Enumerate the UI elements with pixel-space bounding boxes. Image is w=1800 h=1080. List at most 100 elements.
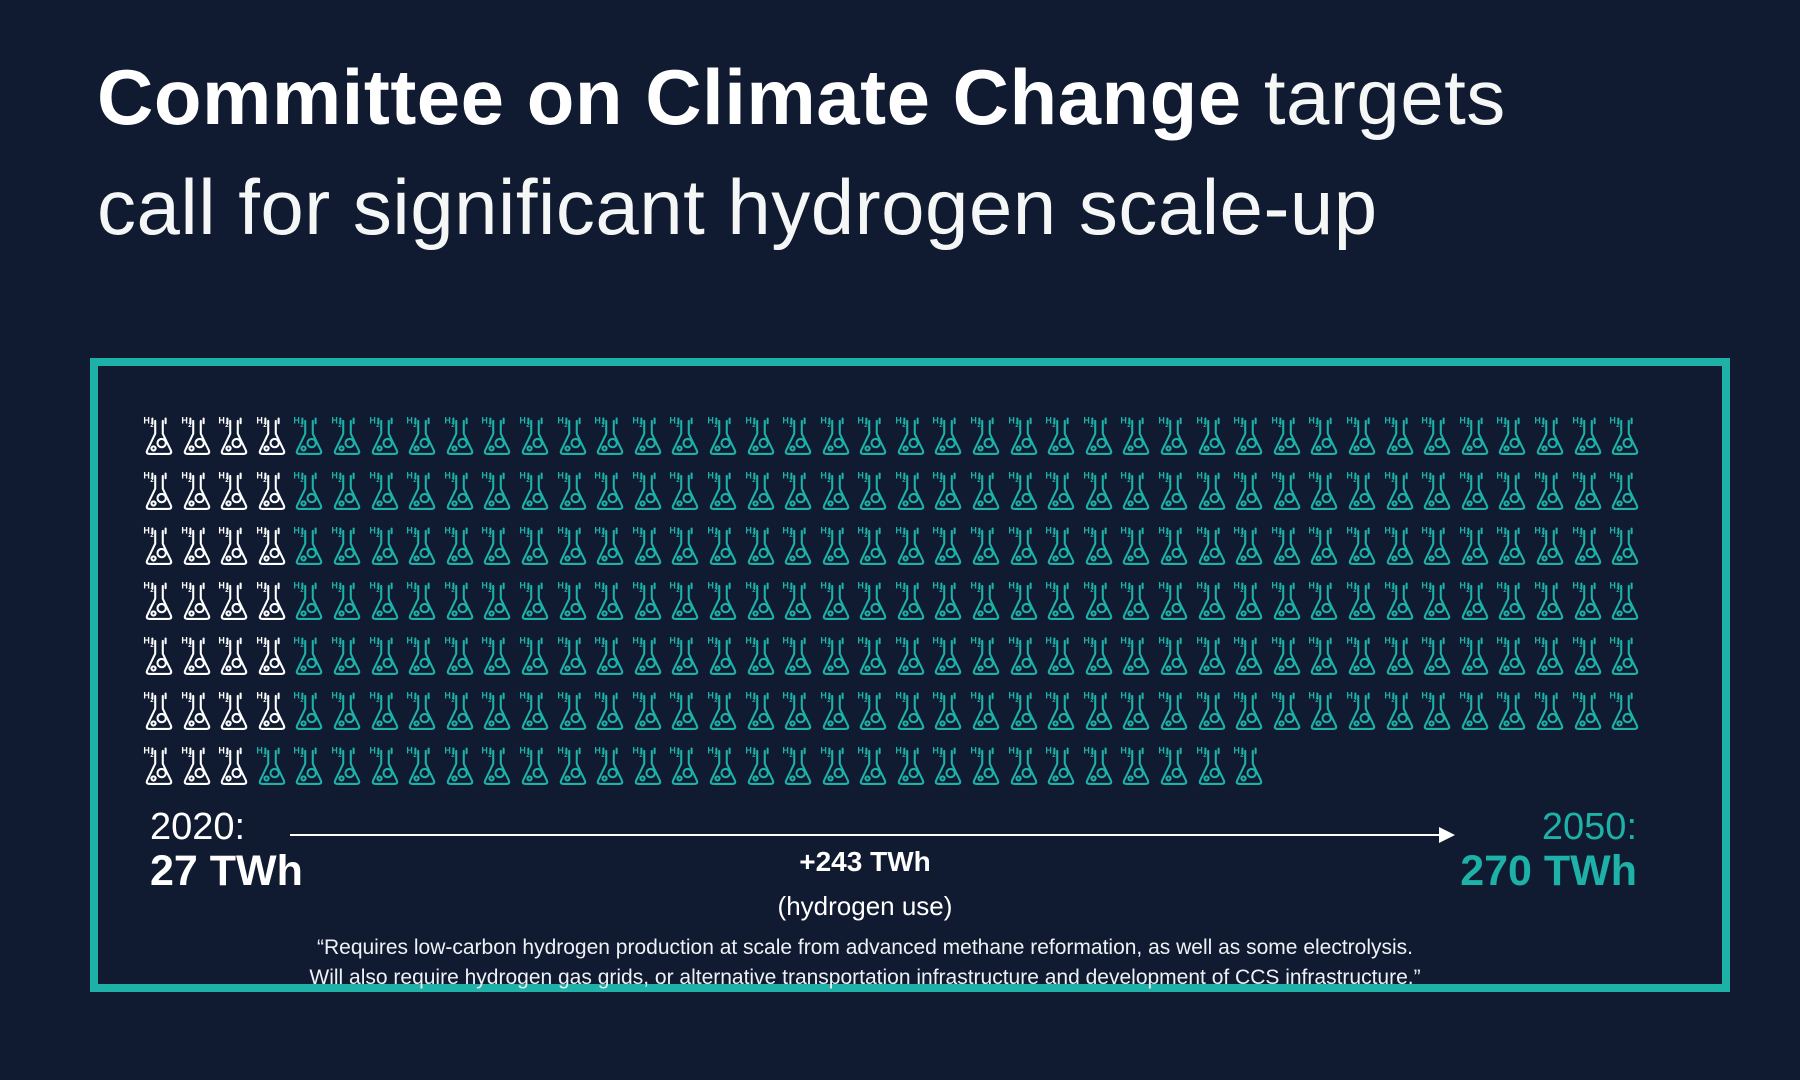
flask-icon xyxy=(330,634,361,675)
quote-line2: Will also require hydrogen gas grids, or… xyxy=(309,966,1421,989)
flask-icon xyxy=(330,524,361,565)
page-title: Committee on Climate Change targets call … xyxy=(97,42,1506,262)
start-value-label: 27 TWh xyxy=(150,847,303,895)
flask-icon xyxy=(443,689,474,730)
flask-icon xyxy=(1608,414,1639,455)
flask-icon xyxy=(217,689,248,730)
arrow-head-icon xyxy=(1439,827,1455,843)
flask-icon xyxy=(856,744,887,785)
flask-icon xyxy=(1007,634,1037,675)
flask-icon xyxy=(142,469,173,510)
flask-icon xyxy=(1195,689,1225,730)
flask-row xyxy=(142,743,1642,789)
flask-row xyxy=(142,413,1642,459)
flask-icon xyxy=(894,744,925,785)
flask-icon xyxy=(1044,689,1075,730)
flask-icon xyxy=(1420,414,1451,455)
flask-icon xyxy=(142,414,173,455)
flask-icon xyxy=(179,634,210,675)
flask-icon xyxy=(1382,689,1413,730)
flask-icon xyxy=(856,689,887,730)
flask-icon xyxy=(894,634,925,675)
flask-icon xyxy=(1007,689,1037,730)
flask-icon xyxy=(1082,634,1113,675)
flask-icon xyxy=(1382,469,1413,510)
flask-icon xyxy=(405,524,436,565)
flask-icon xyxy=(330,689,361,730)
flask-icon xyxy=(1007,524,1037,565)
flask-icon xyxy=(706,634,737,675)
flask-icon xyxy=(969,524,1000,565)
flask-icon xyxy=(668,469,699,510)
flask-icon xyxy=(1608,634,1639,675)
flask-icon xyxy=(931,414,962,455)
flask-icon xyxy=(631,744,661,785)
flask-icon xyxy=(217,414,248,455)
flask-icon xyxy=(217,579,248,620)
flask-icon xyxy=(706,579,737,620)
flask-icon xyxy=(819,689,849,730)
flask-icon xyxy=(292,579,323,620)
flask-icon xyxy=(969,579,1000,620)
delta-value-label: +243 TWh xyxy=(799,846,931,877)
flask-icon xyxy=(1420,634,1451,675)
flask-icon xyxy=(1082,579,1113,620)
flask-icon xyxy=(1608,579,1639,620)
flask-icon xyxy=(1382,524,1413,565)
flask-icon xyxy=(931,689,962,730)
flask-icon xyxy=(1082,689,1113,730)
flask-icon xyxy=(819,524,849,565)
flask-icon xyxy=(1345,414,1376,455)
flask-icon xyxy=(969,414,1000,455)
flask-icon xyxy=(781,579,812,620)
flask-icon xyxy=(1458,579,1489,620)
flask-icon xyxy=(819,414,849,455)
flask-icon xyxy=(894,469,925,510)
flask-icon xyxy=(555,524,586,565)
flask-icon xyxy=(1082,524,1113,565)
timeline-arrow xyxy=(290,827,1455,843)
flask-icon xyxy=(179,579,210,620)
end-year-label: 2050: xyxy=(1541,806,1637,848)
flask-icon xyxy=(255,689,286,730)
flask-icon xyxy=(781,689,812,730)
flask-icon xyxy=(217,469,248,510)
flask-icon xyxy=(1345,524,1376,565)
flask-icon xyxy=(1270,524,1301,565)
flask-icon xyxy=(819,469,849,510)
flask-icon xyxy=(1157,634,1188,675)
flask-icon xyxy=(555,414,586,455)
flask-icon xyxy=(1345,689,1376,730)
flask-row xyxy=(142,578,1642,624)
flask-icon xyxy=(743,414,774,455)
flask-row xyxy=(142,523,1642,569)
flask-icon xyxy=(1382,634,1413,675)
flask-icon xyxy=(292,524,323,565)
flask-icon xyxy=(1119,524,1150,565)
flask-icon xyxy=(819,634,849,675)
flask-icon xyxy=(142,689,173,730)
title-light-segment: targets xyxy=(1241,53,1506,141)
flask-icon xyxy=(1232,579,1263,620)
flask-icon xyxy=(593,524,624,565)
flask-icon xyxy=(969,634,1000,675)
flask-icon xyxy=(330,744,361,785)
flask-icon xyxy=(631,634,661,675)
flask-icon xyxy=(1533,469,1564,510)
flask-icon xyxy=(405,689,436,730)
flask-icon xyxy=(706,744,737,785)
flask-icon xyxy=(1232,414,1263,455)
quote-text: “Requires low-carbon hydrogen production… xyxy=(290,933,1440,993)
flask-icon xyxy=(255,414,286,455)
flask-icon xyxy=(593,414,624,455)
flask-icon xyxy=(631,579,661,620)
flask-icon xyxy=(518,469,549,510)
flask-icon xyxy=(367,579,398,620)
flask-icon xyxy=(405,469,436,510)
flask-icon xyxy=(1570,689,1601,730)
flask-icon xyxy=(856,634,887,675)
start-year-label: 2020: xyxy=(150,806,246,848)
flask-icon xyxy=(1345,469,1376,510)
flask-icon xyxy=(1195,634,1225,675)
